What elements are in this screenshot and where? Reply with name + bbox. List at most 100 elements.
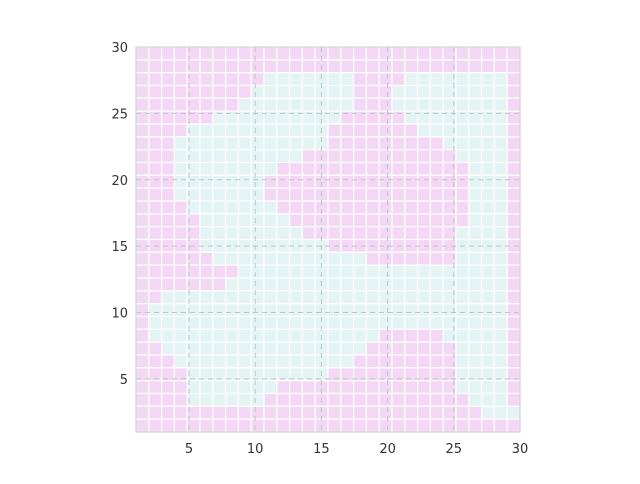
- heatmap-cell: [237, 277, 252, 292]
- heatmap-cell: [276, 174, 291, 189]
- heatmap-cell: [212, 392, 227, 407]
- heatmap-cell: [468, 303, 483, 318]
- heatmap-cell: [481, 341, 496, 356]
- heatmap-cell: [225, 251, 240, 266]
- heatmap-cell: [455, 161, 470, 176]
- heatmap-cell: [250, 161, 265, 176]
- heatmap-cell: [212, 149, 227, 164]
- heatmap-cell: [353, 59, 368, 74]
- heatmap-cell: [148, 136, 163, 151]
- heatmap-cell: [506, 149, 521, 164]
- heatmap-cell: [276, 136, 291, 151]
- heatmap-cell: [276, 59, 291, 74]
- heatmap-cell: [199, 392, 214, 407]
- heatmap-cell: [493, 405, 508, 420]
- heatmap-cell: [455, 123, 470, 138]
- heatmap-cell: [276, 303, 291, 318]
- heatmap-cell: [263, 264, 278, 279]
- heatmap-cell: [378, 72, 393, 87]
- heatmap-cell: [353, 200, 368, 215]
- heatmap-cell: [173, 84, 188, 99]
- heatmap-cell: [455, 303, 470, 318]
- heatmap-cell: [237, 380, 252, 395]
- heatmap-cell: [506, 187, 521, 202]
- heatmap-cell: [365, 341, 380, 356]
- heatmap-cell: [289, 200, 304, 215]
- heatmap-cell: [289, 303, 304, 318]
- heatmap-cell: [289, 341, 304, 356]
- heatmap-cell: [173, 264, 188, 279]
- heatmap-cell: [301, 328, 316, 343]
- heatmap-cell: [417, 213, 432, 228]
- heatmap-cell: [135, 59, 150, 74]
- heatmap-cell: [365, 303, 380, 318]
- heatmap-cell: [135, 290, 150, 305]
- heatmap-cell: [263, 341, 278, 356]
- heatmap-cell: [417, 187, 432, 202]
- heatmap-cell: [225, 72, 240, 87]
- x-tick-label: 15: [313, 442, 330, 457]
- heatmap-cell: [250, 251, 265, 266]
- heatmap-cell: [276, 123, 291, 138]
- heatmap-cell: [468, 213, 483, 228]
- heatmap-cell: [455, 341, 470, 356]
- heatmap-cell: [250, 84, 265, 99]
- heatmap-cell: [481, 290, 496, 305]
- heatmap-cell: [225, 187, 240, 202]
- heatmap-cell: [327, 136, 342, 151]
- heatmap-cell: [250, 46, 265, 61]
- heatmap-cell: [199, 251, 214, 266]
- heatmap-cell: [391, 123, 406, 138]
- heatmap-cell: [455, 380, 470, 395]
- heatmap-cell: [225, 226, 240, 241]
- heatmap-cell: [225, 341, 240, 356]
- heatmap-cell: [263, 354, 278, 369]
- heatmap-cell: [135, 380, 150, 395]
- heatmap-cell: [289, 277, 304, 292]
- heatmap-cell: [391, 136, 406, 151]
- heatmap-cell: [493, 161, 508, 176]
- heatmap-cell: [135, 277, 150, 292]
- heatmap-cell: [212, 264, 227, 279]
- heatmap-cell: [148, 46, 163, 61]
- heatmap-cell: [365, 200, 380, 215]
- heatmap-cell: [250, 315, 265, 330]
- heatmap-cell: [327, 418, 342, 433]
- heatmap-cell: [481, 84, 496, 99]
- heatmap-cell: [493, 72, 508, 87]
- heatmap-cell: [378, 354, 393, 369]
- heatmap-cell: [237, 392, 252, 407]
- heatmap-cell: [161, 251, 176, 266]
- heatmap-cell: [365, 418, 380, 433]
- x-tick-label: 30: [512, 442, 529, 457]
- heatmap-cell: [173, 161, 188, 176]
- heatmap-cell: [404, 136, 419, 151]
- heatmap-cell: [506, 418, 521, 433]
- heatmap-cell: [468, 59, 483, 74]
- heatmap-cell: [340, 418, 355, 433]
- heatmap-cell: [429, 149, 444, 164]
- heatmap-cell: [263, 392, 278, 407]
- heatmap-cell: [148, 354, 163, 369]
- heatmap-cell: [353, 187, 368, 202]
- heatmap-cell: [173, 290, 188, 305]
- heatmap-cell: [173, 303, 188, 318]
- heatmap-cell: [161, 149, 176, 164]
- heatmap-cell: [199, 315, 214, 330]
- heatmap-cell: [340, 187, 355, 202]
- heatmap-cell: [161, 328, 176, 343]
- heatmap-cell: [173, 123, 188, 138]
- heatmap-cell: [365, 226, 380, 241]
- heatmap-cell: [148, 277, 163, 292]
- heatmap-cell: [493, 380, 508, 395]
- heatmap-cell: [161, 200, 176, 215]
- heatmap-cell: [301, 59, 316, 74]
- heatmap-cell: [353, 418, 368, 433]
- heatmap-cell: [481, 213, 496, 228]
- heatmap-cell: [378, 405, 393, 420]
- heatmap-cell: [391, 174, 406, 189]
- heatmap-cell: [429, 392, 444, 407]
- heatmap-cell: [365, 277, 380, 292]
- heatmap-cell: [493, 328, 508, 343]
- heatmap-cell: [276, 200, 291, 215]
